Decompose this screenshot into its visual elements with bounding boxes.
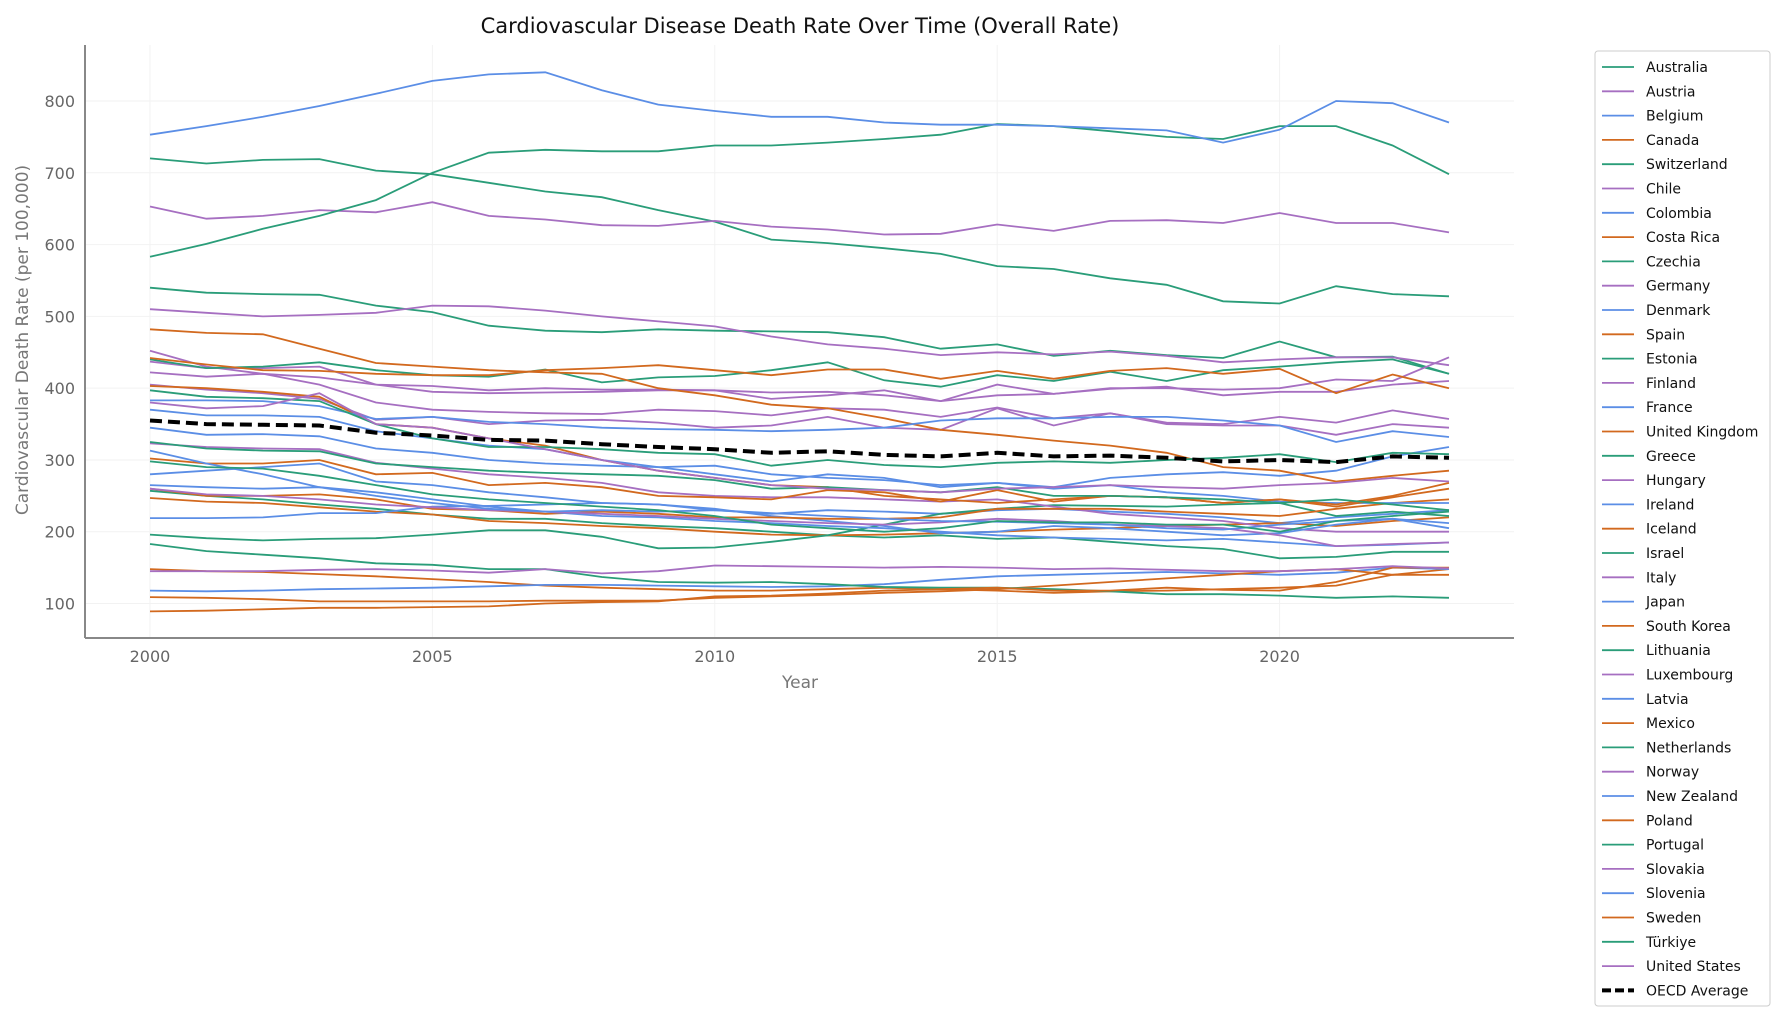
legend-label: Slovenia (1646, 886, 1706, 902)
x-tick-label: 2005 (412, 647, 453, 666)
legend-label: Chile (1646, 182, 1681, 198)
series-line-poland (149, 328, 1450, 483)
legend-label: Poland (1646, 813, 1693, 829)
y-tick-labels: 100 200 300 400 500 600 700 800 (44, 92, 75, 614)
series-line-austria (149, 360, 1450, 403)
x-axis-label: Year (781, 673, 818, 693)
series-line-costa-rica (149, 487, 1450, 520)
x-tick-label: 2015 (977, 647, 1018, 666)
series-line-t-rkiye (149, 389, 1450, 469)
legend-label: Finland (1646, 376, 1696, 392)
series-line-latvia (149, 71, 1450, 144)
x-tick-label: 2000 (130, 647, 171, 666)
legend-label: Austria (1646, 84, 1695, 100)
series-line-switzerland (149, 502, 1450, 550)
legend-label: Latvia (1646, 692, 1689, 708)
legend-label: New Zealand (1646, 789, 1738, 805)
legend-label: Luxembourg (1646, 668, 1733, 684)
x-tick-labels: 2000 2005 2010 2015 2020 (130, 647, 1300, 666)
series-line-canada (149, 497, 1450, 537)
legend-label: Slovakia (1646, 862, 1705, 878)
legend-label: Spain (1646, 327, 1685, 343)
legend-label: Türkiye (1645, 935, 1696, 951)
legend-label: Denmark (1646, 303, 1711, 319)
series-line-australia (149, 489, 1449, 560)
legend-label: Iceland (1646, 522, 1697, 538)
y-tick-label: 800 (44, 92, 75, 111)
legend-label: Switzerland (1646, 157, 1728, 173)
y-axis-label: Cardiovascular Death Rate (per 100,000) (13, 165, 33, 515)
series-line-japan (149, 484, 1450, 531)
series-line-luxembourg (150, 564, 1450, 575)
series-line-slovenia (150, 399, 1450, 443)
legend-label: Belgium (1646, 109, 1703, 125)
x-tick-label: 2010 (694, 647, 735, 666)
y-tick-label: 300 (44, 451, 75, 470)
series-line-denmark (149, 426, 1449, 504)
series-line-new-zealand (149, 408, 1450, 489)
legend-label: United Kingdom (1646, 425, 1758, 441)
legend-label: Portugal (1646, 838, 1704, 854)
y-tick-label: 500 (44, 307, 75, 326)
y-tick-label: 700 (44, 164, 75, 183)
legend-label: Ireland (1646, 497, 1694, 513)
legend-label: Costa Rica (1646, 230, 1720, 246)
series-line-netherlands (149, 460, 1450, 533)
legend-label: Greece (1646, 449, 1696, 465)
legend-label: Czechia (1646, 254, 1701, 270)
legend-label: Australia (1646, 60, 1708, 76)
legend-label: Lithuania (1646, 643, 1711, 659)
series-line-colombia (150, 502, 1450, 537)
series-line-chile (149, 442, 1449, 533)
series-line-iceland (149, 568, 1449, 603)
series-lines (149, 71, 1450, 613)
legend-label: Estonia (1646, 352, 1698, 368)
series-line-belgium (149, 462, 1450, 525)
series-line-ireland (149, 449, 1450, 548)
legend-label: South Korea (1646, 619, 1731, 635)
x-tick-label: 2020 (1259, 647, 1300, 666)
series-line-slovakia (149, 304, 1450, 367)
series-line-oecd-average (149, 418, 1450, 465)
series-line-estonia (149, 157, 1450, 305)
y-tick-label: 400 (44, 379, 75, 398)
series-line-spain (149, 568, 1450, 594)
legend-label: Germany (1646, 279, 1710, 295)
legend-label: Canada (1646, 133, 1699, 149)
legend-label: Mexico (1646, 716, 1695, 732)
legend-label: Hungary (1646, 473, 1706, 489)
legend-label: Norway (1646, 765, 1699, 781)
y-tick-label: 200 (44, 523, 75, 542)
grid (85, 45, 1514, 638)
y-tick-label: 100 (44, 595, 75, 614)
series-line-israel (149, 543, 1450, 599)
legend-label: France (1646, 400, 1693, 416)
legend-label: Israel (1646, 546, 1684, 562)
series-line-norway (149, 356, 1450, 403)
series-line-greece (149, 358, 1450, 388)
legend-box (1594, 50, 1771, 1007)
legend-label: Netherlands (1646, 740, 1731, 756)
series-line-lithuania (149, 123, 1450, 258)
series-line-south-korea (149, 566, 1449, 613)
y-tick-label: 600 (44, 236, 75, 255)
series-line-hungary (149, 201, 1450, 236)
series-line-united-states (149, 392, 1450, 494)
series-line-sweden (149, 357, 1450, 395)
legend-label: Sweden (1646, 911, 1701, 927)
legend-label: United States (1646, 959, 1741, 975)
legend: Australia Austria Belgium Canada Switzerland… (1594, 50, 1771, 1007)
legend-label: Colombia (1646, 206, 1712, 222)
series-line-czechia (149, 286, 1450, 375)
legend-label: Japan (1645, 595, 1685, 611)
series-line-portugal (149, 441, 1450, 512)
series-line-germany (149, 349, 1450, 426)
legend-label: OECD Average (1646, 983, 1748, 999)
chart-title: Cardiovascular Disease Death Rate Over T… (481, 14, 1120, 38)
legend-label: Italy (1646, 570, 1676, 586)
